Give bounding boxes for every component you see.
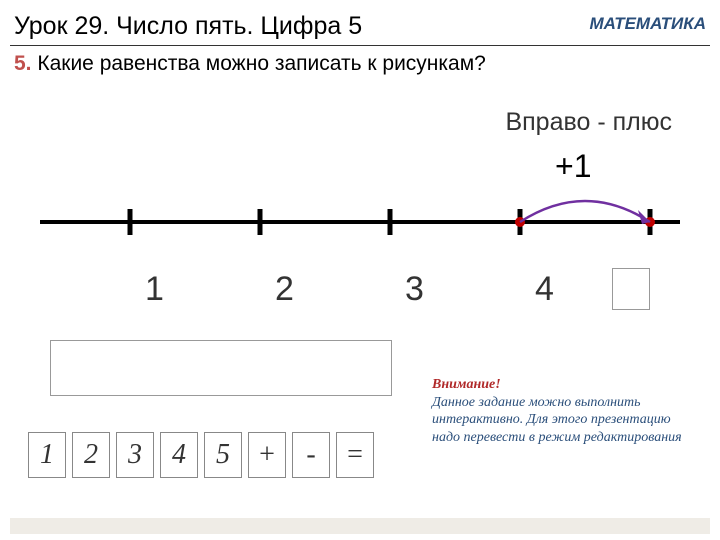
- tile-=[interactable]: =: [336, 432, 374, 478]
- tick-label-2: 2: [275, 270, 294, 309]
- tile-1[interactable]: 1: [28, 432, 66, 478]
- attention-note: Внимание! Данное задание можно выполнить…: [432, 376, 702, 446]
- note-heading: Внимание!: [432, 377, 501, 392]
- tile-5[interactable]: 5: [204, 432, 242, 478]
- direction-label: Вправо - плюс: [505, 108, 672, 137]
- tile-3[interactable]: 3: [116, 432, 154, 478]
- blank-answer-box[interactable]: [612, 268, 650, 310]
- lesson-title: Урок 29. Число пять. Цифра 5: [14, 12, 362, 41]
- subject-label: МАТЕМАТИКА: [589, 14, 706, 34]
- question-body: Какие равенства можно записать к рисунка…: [32, 52, 486, 75]
- equation-box[interactable]: [50, 340, 392, 396]
- question-number: 5.: [14, 52, 32, 75]
- note-body: Данное задание можно выполнить интеракти…: [432, 395, 682, 445]
- title-divider: [10, 45, 710, 46]
- question-text: 5. Какие равенства можно записать к рису…: [14, 52, 486, 76]
- tile-+[interactable]: +: [248, 432, 286, 478]
- number-line: [40, 170, 680, 270]
- tick-label-3: 3: [405, 270, 424, 309]
- tile--[interactable]: -: [292, 432, 330, 478]
- arc-path: [520, 201, 650, 222]
- tick-label-4: 4: [535, 270, 554, 309]
- bottom-bar: [10, 518, 710, 534]
- tile-2[interactable]: 2: [72, 432, 110, 478]
- tick-label-1: 1: [145, 270, 164, 309]
- tiles-row: 12345+-=: [28, 432, 380, 478]
- tile-4[interactable]: 4: [160, 432, 198, 478]
